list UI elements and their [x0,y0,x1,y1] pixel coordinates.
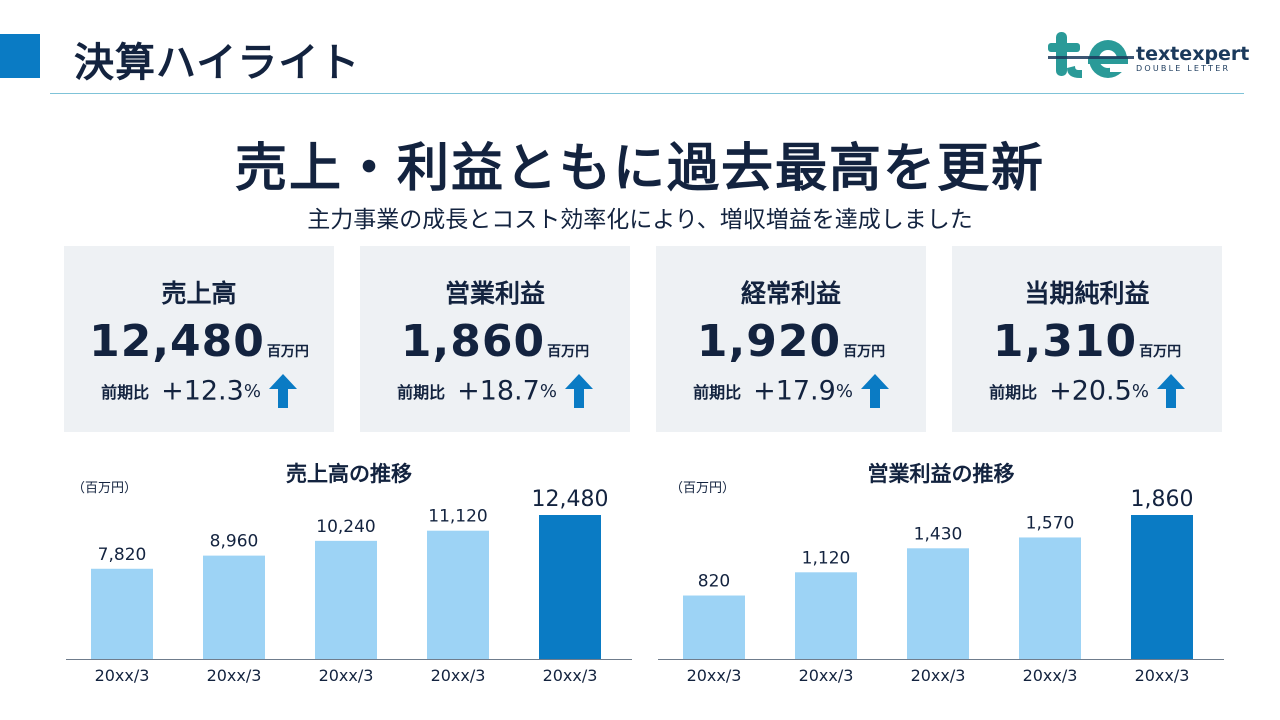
kpi-unit: 百万円 [843,344,886,360]
kpi-unit: 百万円 [266,344,309,360]
logo-name: textexpert [1136,43,1250,65]
kpi-value: 1,920 [696,316,842,367]
chart-bar [1019,537,1081,659]
x-tick-label: 20xx/3 [687,666,742,685]
chart-bar [539,515,601,659]
kpi-value: 12,480 [89,316,265,367]
company-logo: textexpert DOUBLE LETTER [1048,26,1250,86]
x-tick-label: 20xx/3 [1135,666,1190,685]
x-tick-label: 20xx/3 [95,666,150,685]
slide-title: 決算ハイライト [74,40,361,86]
profit-chart-unit: （百万円） [670,481,736,496]
chart-bar [203,555,265,659]
kpi-change-value: +20.5 [1049,375,1132,407]
kpi-card-sales: 売上高 12,480 百万円 前期比 +12.3% [64,246,334,432]
arrow-up-icon [268,374,297,408]
arrow-up-icon [860,374,889,408]
kpi-change-unit: % [243,380,261,402]
kpi-change-value: +17.9 [753,375,836,407]
data-label: 12,480 [532,487,609,512]
kpi-value: 1,310 [992,316,1138,367]
kpi-change-label: 前期比 [693,383,742,402]
te-logo-icon [1048,32,1134,78]
sales-chart-title: 売上高の推移 [286,462,412,486]
arrow-up-icon [564,374,593,408]
data-label: 8,960 [210,532,259,552]
kpi-card-ordinary-profit: 経常利益 1,920 百万円 前期比 +17.9% [656,246,926,432]
chart-bar [795,572,857,659]
chart-bar [1131,515,1193,659]
subline: 主力事業の成長とコスト効率化により、増収増益を達成しました [307,207,973,233]
x-tick-label: 20xx/3 [319,666,374,685]
kpi-label: 経常利益 [740,279,841,308]
kpi-unit: 百万円 [547,344,590,360]
logo-tagline: DOUBLE LETTER [1136,64,1231,73]
kpi-change-value: +12.3 [161,375,244,407]
kpi-change-label: 前期比 [397,383,446,402]
chart-bar [315,540,377,659]
data-label: 10,240 [316,517,375,537]
sales-trend-chart: 7,820 20xx/3 8,960 20xx/3 10,240 20xx/3 11,120… [66,487,632,685]
kpi-label: 売上高 [161,279,237,308]
kpi-card-net-profit: 当期純利益 1,310 百万円 前期比 +20.5% [952,246,1222,432]
kpi-change-unit: % [1131,380,1149,402]
kpi-change-unit: % [835,380,853,402]
x-tick-label: 20xx/3 [543,666,598,685]
data-label: 1,120 [802,548,851,568]
data-label: 11,120 [428,507,487,527]
header-divider [50,93,1244,94]
x-tick-label: 20xx/3 [911,666,966,685]
kpi-change-label: 前期比 [101,383,150,402]
kpi-change-label: 前期比 [989,383,1038,402]
chart-bar [91,568,153,659]
data-label: 1,430 [914,524,963,544]
data-label: 7,820 [98,545,147,565]
x-tick-label: 20xx/3 [799,666,854,685]
chart-bar [683,595,745,659]
chart-bar [907,548,969,659]
kpi-value: 1,860 [400,316,546,367]
arrow-up-icon [1156,374,1185,408]
x-tick-label: 20xx/3 [1023,666,1078,685]
x-tick-label: 20xx/3 [431,666,486,685]
kpi-label: 当期純利益 [1024,279,1150,308]
title-accent-square [0,34,40,78]
data-label: 1,570 [1026,513,1075,533]
headline: 売上・利益ともに過去最高を更新 [234,139,1045,199]
x-tick-label: 20xx/3 [207,666,262,685]
kpi-card-operating-profit: 営業利益 1,860 百万円 前期比 +18.7% [360,246,630,432]
kpi-unit: 百万円 [1139,344,1182,360]
data-label: 820 [698,572,730,592]
chart-bar [427,530,489,659]
kpi-change-unit: % [539,380,557,402]
operating-profit-trend-chart: 820 20xx/3 1,120 20xx/3 1,430 20xx/3 1,570 20xx… [658,487,1224,685]
profit-chart-title: 営業利益の推移 [867,462,1015,486]
data-label: 1,860 [1131,487,1194,512]
sales-chart-unit: （百万円） [72,481,138,496]
kpi-label: 営業利益 [444,279,545,308]
kpi-change-value: +18.7 [457,375,540,407]
